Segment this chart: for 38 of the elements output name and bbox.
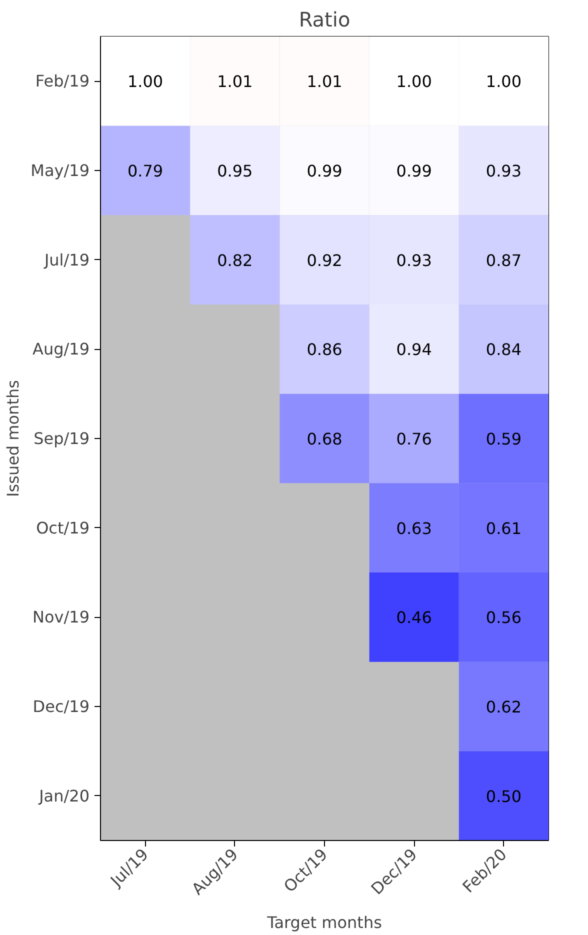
data-label: 0.68 xyxy=(306,430,342,448)
data-label: 1.01 xyxy=(217,72,253,92)
data-label: 0.99 xyxy=(306,162,342,180)
data-label: 0.61 xyxy=(486,518,522,538)
x-axis-title: Target months xyxy=(266,913,382,932)
data-label: 0.94 xyxy=(396,340,432,360)
data-label: 0.92 xyxy=(306,250,342,270)
data-label: 0.76 xyxy=(396,430,432,448)
y-tick-label: Aug/19 xyxy=(32,340,90,359)
y-tick-label: Oct/19 xyxy=(36,518,90,538)
data-label: 0.50 xyxy=(486,786,522,806)
data-label: 1.00 xyxy=(127,72,164,92)
y-axis-title: Issued months xyxy=(4,380,23,497)
data-label: 1.00 xyxy=(396,72,432,92)
chart-title: Ratio xyxy=(298,8,350,32)
data-label: 0.93 xyxy=(486,162,522,180)
data-label: 0.82 xyxy=(217,250,253,270)
data-label: 0.87 xyxy=(486,250,522,270)
data-label: 0.59 xyxy=(486,430,522,448)
data-label: 0.86 xyxy=(306,340,342,360)
data-label: 0.56 xyxy=(486,608,522,628)
y-tick-label: Dec/19 xyxy=(32,697,90,716)
data-label: 0.84 xyxy=(486,340,522,360)
data-label: 0.95 xyxy=(217,162,253,180)
data-label: 1.01 xyxy=(306,72,342,92)
data-label: 0.99 xyxy=(396,162,432,180)
y-tick-label: Nov/19 xyxy=(32,608,90,627)
y-tick-label: Sep/19 xyxy=(34,429,90,448)
data-label: 1.00 xyxy=(486,72,522,92)
y-tick-label: Feb/19 xyxy=(35,72,90,91)
data-label: 0.79 xyxy=(127,162,164,180)
data-label: 0.93 xyxy=(396,250,432,270)
data-label: 0.62 xyxy=(486,698,522,716)
data-label: 0.46 xyxy=(396,608,432,628)
y-tick-label: May/19 xyxy=(30,161,90,180)
y-tick-label: Jul/19 xyxy=(43,250,90,270)
data-label: 0.63 xyxy=(396,518,432,538)
y-tick-label: Jan/20 xyxy=(38,786,90,806)
